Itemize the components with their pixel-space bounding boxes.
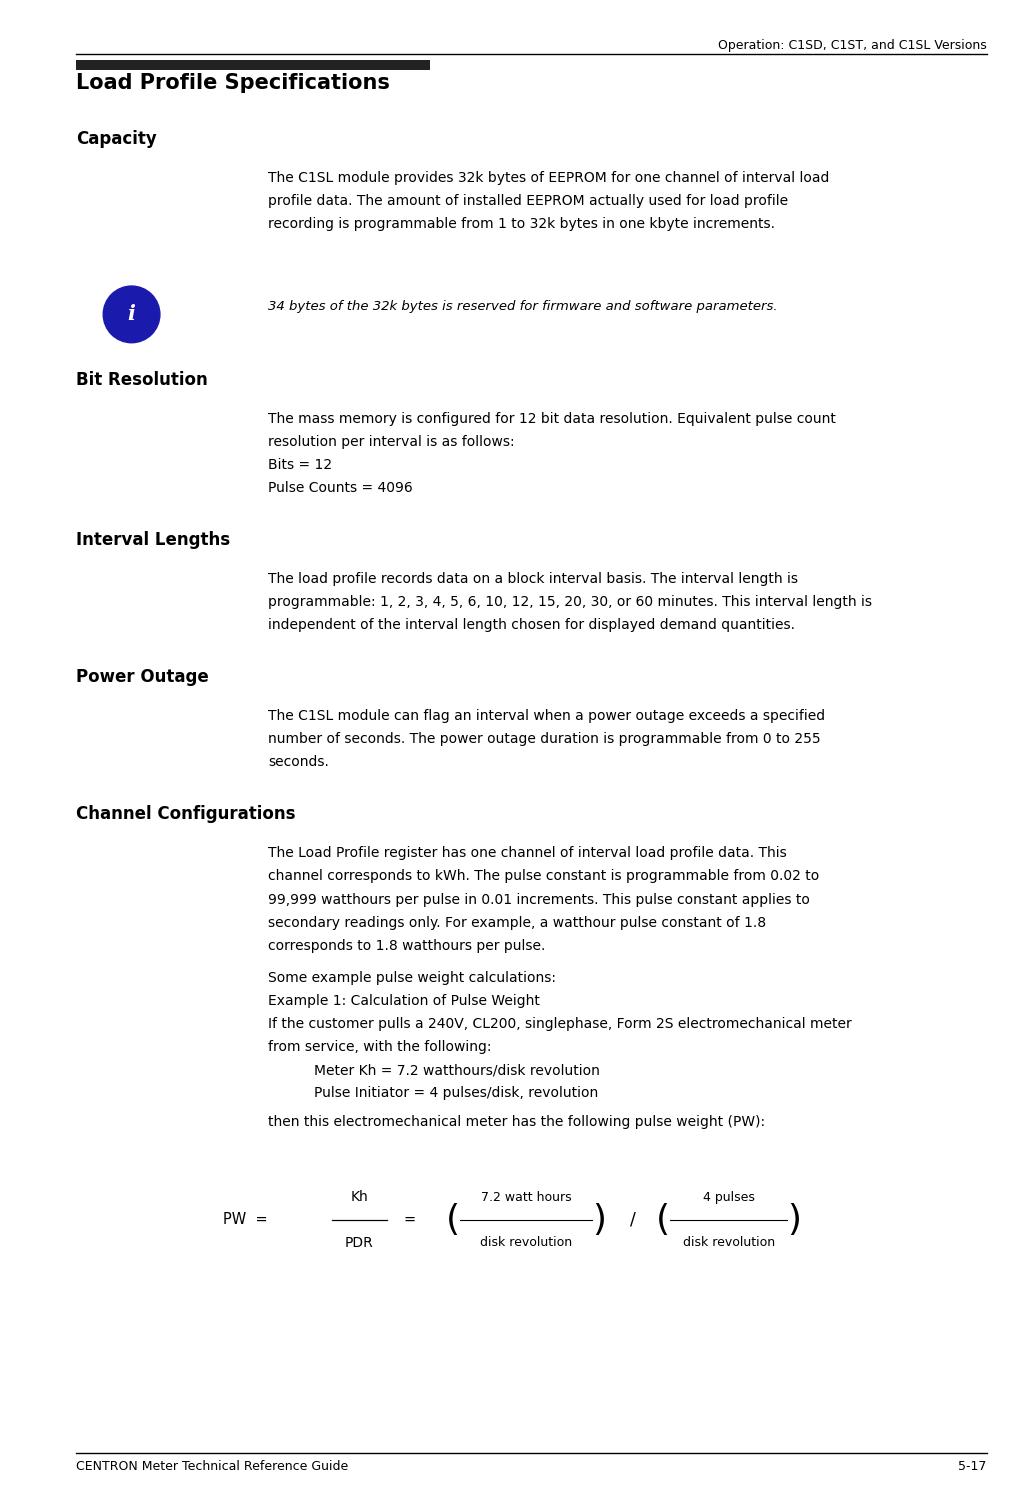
- Text: Pulse Initiator = 4 pulses/disk, revolution: Pulse Initiator = 4 pulses/disk, revolut…: [313, 1086, 598, 1100]
- Text: from service, with the following:: from service, with the following:: [268, 1040, 491, 1053]
- Text: Meter Kh = 7.2 watthours/disk revolution: Meter Kh = 7.2 watthours/disk revolution: [313, 1062, 599, 1077]
- Text: Operation: C1SD, C1ST, and C1SL Versions: Operation: C1SD, C1ST, and C1SL Versions: [717, 39, 986, 52]
- Text: corresponds to 1.8 watthours per pulse.: corresponds to 1.8 watthours per pulse.: [268, 939, 545, 952]
- Text: The C1SL module can flag an interval when a power outage exceeds a specified: The C1SL module can flag an interval whe…: [268, 709, 825, 723]
- Text: 4 pulses: 4 pulses: [702, 1191, 754, 1204]
- Text: /: /: [629, 1211, 635, 1229]
- Text: PW  =: PW =: [222, 1213, 267, 1228]
- Text: Load Profile Specifications: Load Profile Specifications: [76, 73, 389, 92]
- Text: ): ): [591, 1202, 606, 1237]
- Text: disk revolution: disk revolution: [681, 1235, 774, 1249]
- Text: The mass memory is configured for 12 bit data resolution. Equivalent pulse count: The mass memory is configured for 12 bit…: [268, 411, 835, 426]
- Text: The Load Profile register has one channel of interval load profile data. This: The Load Profile register has one channe…: [268, 846, 787, 860]
- Text: Power Outage: Power Outage: [76, 668, 208, 687]
- Text: channel corresponds to kWh. The pulse constant is programmable from 0.02 to: channel corresponds to kWh. The pulse co…: [268, 869, 819, 884]
- Text: Bit Resolution: Bit Resolution: [76, 371, 207, 389]
- Text: Channel Configurations: Channel Configurations: [76, 805, 295, 824]
- Text: 34 bytes of the 32k bytes is reserved for firmware and software parameters.: 34 bytes of the 32k bytes is reserved fo…: [268, 301, 777, 313]
- Text: The load profile records data on a block interval basis. The interval length is: The load profile records data on a block…: [268, 572, 798, 586]
- Ellipse shape: [103, 286, 160, 343]
- Text: The C1SL module provides 32k bytes of EEPROM for one channel of interval load: The C1SL module provides 32k bytes of EE…: [268, 171, 829, 185]
- Text: seconds.: seconds.: [268, 755, 329, 769]
- Text: PDR: PDR: [345, 1235, 373, 1250]
- Text: =: =: [403, 1213, 416, 1228]
- Text: ): ): [787, 1202, 801, 1237]
- Text: i: i: [127, 304, 135, 325]
- Text: secondary readings only. For example, a watthour pulse constant of 1.8: secondary readings only. For example, a …: [268, 915, 765, 930]
- Text: 99,999 watthours per pulse in 0.01 increments. This pulse constant applies to: 99,999 watthours per pulse in 0.01 incre…: [268, 893, 809, 906]
- Text: independent of the interval length chosen for displayed demand quantities.: independent of the interval length chose…: [268, 618, 795, 632]
- Text: If the customer pulls a 240V, CL200, singlephase, Form 2S electromechanical mete: If the customer pulls a 240V, CL200, sin…: [268, 1016, 851, 1031]
- Text: Some example pulse weight calculations:: Some example pulse weight calculations:: [268, 970, 556, 985]
- Text: Interval Lengths: Interval Lengths: [76, 530, 229, 550]
- Text: disk revolution: disk revolution: [479, 1235, 572, 1249]
- Bar: [76, 60, 430, 70]
- Text: (: (: [655, 1202, 669, 1237]
- Text: number of seconds. The power outage duration is programmable from 0 to 255: number of seconds. The power outage dura…: [268, 732, 820, 746]
- Text: resolution per interval is as follows:: resolution per interval is as follows:: [268, 435, 515, 448]
- Text: then this electromechanical meter has the following pulse weight (PW):: then this electromechanical meter has th…: [268, 1115, 764, 1128]
- Text: 5-17: 5-17: [957, 1460, 986, 1474]
- Text: 7.2 watt hours: 7.2 watt hours: [480, 1191, 571, 1204]
- Text: Capacity: Capacity: [76, 130, 157, 148]
- Text: profile data. The amount of installed EEPROM actually used for load profile: profile data. The amount of installed EE…: [268, 194, 788, 207]
- Text: (: (: [446, 1202, 460, 1237]
- Text: programmable: 1, 2, 3, 4, 5, 6, 10, 12, 15, 20, 30, or 60 minutes. This interval: programmable: 1, 2, 3, 4, 5, 6, 10, 12, …: [268, 595, 871, 609]
- Text: Kh: Kh: [350, 1189, 368, 1204]
- Text: Example 1: Calculation of Pulse Weight: Example 1: Calculation of Pulse Weight: [268, 994, 540, 1007]
- Text: Bits = 12: Bits = 12: [268, 457, 332, 472]
- Text: Pulse Counts = 4096: Pulse Counts = 4096: [268, 481, 412, 495]
- Text: CENTRON Meter Technical Reference Guide: CENTRON Meter Technical Reference Guide: [76, 1460, 348, 1474]
- Text: recording is programmable from 1 to 32k bytes in one kbyte increments.: recording is programmable from 1 to 32k …: [268, 216, 774, 231]
